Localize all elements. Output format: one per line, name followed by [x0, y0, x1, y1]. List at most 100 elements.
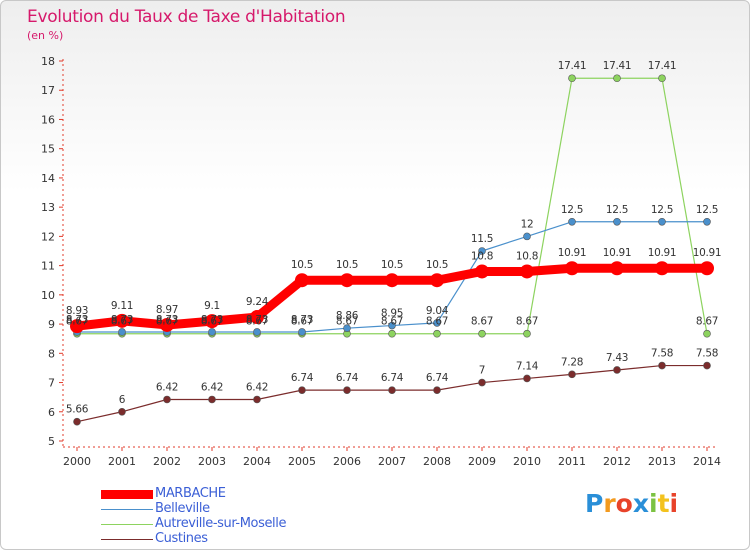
- data-point-custines-2005: [298, 386, 306, 394]
- data-label-autreville-2009: 8.67: [471, 316, 493, 328]
- data-point-autreville-2010: [523, 329, 531, 338]
- data-point-custines-2008: [433, 386, 441, 394]
- chart-title: Evolution du Taux de Taxe d'Habitation: [27, 7, 346, 27]
- data-point-belleville-2007: [388, 321, 396, 330]
- x-tick-label-2007: 2007: [378, 455, 406, 468]
- data-point-belleville-2004: [253, 328, 261, 336]
- x-tick-label-2006: 2006: [333, 455, 361, 468]
- data-point-marbache-2000: [70, 319, 84, 334]
- y-tick-label-14: 14: [41, 172, 55, 185]
- data-point-custines-2009: [478, 378, 486, 387]
- data-point-marbache-2010: [520, 264, 534, 279]
- data-label-custines-2010: 7.14: [516, 360, 539, 372]
- data-point-custines-2012: [613, 366, 621, 374]
- data-label-marbache-2011: 10.91: [558, 247, 587, 259]
- data-point-belleville-2012: [613, 217, 621, 226]
- data-label-autreville-2006: 8.67: [336, 316, 358, 328]
- y-tick-label-10: 10: [41, 289, 55, 302]
- legend-swatch-belleville: [101, 509, 153, 510]
- data-point-marbache-2004: [250, 310, 264, 325]
- x-tick-label-2009: 2009: [468, 455, 496, 468]
- data-point-belleville-2001: [118, 328, 126, 336]
- data-label-autreville-2011: 17.41: [558, 60, 587, 72]
- data-label-custines-2009: 7: [479, 365, 485, 377]
- data-point-belleville-2005: [298, 328, 306, 336]
- y-tick-label-6: 6: [48, 406, 55, 419]
- data-label-marbache-2006: 10.5: [336, 259, 358, 271]
- data-label-custines-2000: 5.66: [66, 404, 89, 416]
- y-tick-label-9: 9: [48, 318, 55, 331]
- data-label-belleville-2001: 8.73: [111, 314, 133, 326]
- data-label-custines-2004: 6.42: [246, 381, 268, 393]
- x-tick-label-2000: 2000: [63, 455, 91, 468]
- data-label-autreville-2012: 17.41: [603, 60, 632, 72]
- data-label-belleville-2004: 8.73: [246, 314, 268, 326]
- data-label-marbache-2005: 10.5: [291, 259, 313, 271]
- data-point-autreville-2007: [388, 329, 396, 338]
- data-point-marbache-2001: [115, 313, 129, 328]
- y-tick-label-11: 11: [41, 260, 55, 273]
- data-label-marbache-2000: 8.93: [66, 305, 88, 317]
- data-point-custines-2001: [118, 407, 126, 416]
- data-label-belleville-2003: 8.73: [201, 314, 223, 326]
- data-label-custines-2006: 6.74: [336, 372, 359, 384]
- data-point-autreville-2013: [658, 74, 666, 83]
- data-label-belleville-2013: 12.5: [651, 204, 673, 216]
- data-point-custines-2002: [163, 395, 171, 404]
- data-point-marbache-2006: [340, 273, 354, 288]
- legend-label-autreville: Autreville-sur-Moselle: [155, 516, 287, 531]
- data-label-marbache-2014: 10.91: [693, 247, 722, 259]
- chart-unit-label: (en %): [27, 29, 64, 42]
- data-point-belleville-2011: [568, 217, 576, 226]
- data-point-autreville-2012: [613, 74, 621, 83]
- x-tick-label-2001: 2001: [108, 455, 136, 468]
- data-point-custines-2014: [703, 361, 711, 370]
- data-point-marbache-2009: [475, 264, 489, 279]
- data-point-belleville-2008: [433, 319, 441, 327]
- x-tick-label-2004: 2004: [243, 455, 271, 468]
- data-label-belleville-2006: 8.86: [336, 310, 359, 322]
- y-tick-label-17: 17: [41, 84, 55, 97]
- legend-label-belleville: Belleville: [155, 501, 210, 516]
- data-label-custines-2002: 6.42: [156, 381, 178, 393]
- data-point-custines-2013: [658, 361, 666, 370]
- data-label-custines-2013: 7.58: [651, 348, 673, 360]
- data-label-belleville-2010: 12: [521, 218, 534, 230]
- legend-swatch-custines: [101, 539, 153, 540]
- data-label-marbache-2001: 9.11: [111, 300, 133, 312]
- data-label-custines-2001: 6: [119, 394, 126, 406]
- data-point-custines-2007: [388, 386, 396, 394]
- data-point-autreville-2008: [433, 329, 441, 338]
- data-point-autreville-2011: [568, 74, 576, 83]
- data-label-custines-2005: 6.74: [291, 372, 314, 384]
- data-label-marbache-2009: 10.8: [471, 250, 493, 262]
- data-point-custines-2010: [523, 374, 531, 383]
- data-label-belleville-2011: 12.5: [561, 204, 583, 216]
- data-label-autreville-2005: 8.67: [291, 316, 313, 328]
- data-label-custines-2008: 6.74: [426, 372, 449, 384]
- data-point-custines-2000: [73, 417, 81, 426]
- data-point-marbache-2005: [295, 273, 309, 288]
- x-tick-label-2013: 2013: [648, 455, 676, 468]
- data-label-autreville-2008: 8.67: [426, 316, 448, 328]
- data-point-marbache-2008: [430, 273, 444, 288]
- data-point-marbache-2014: [700, 261, 714, 276]
- legend-label-custines: Custines: [155, 531, 208, 546]
- x-tick-label-2014: 2014: [693, 455, 721, 468]
- x-tick-label-2002: 2002: [153, 455, 181, 468]
- data-label-belleville-2002: 8.73: [156, 314, 178, 326]
- data-point-belleville-2006: [343, 324, 351, 332]
- y-tick-label-18: 18: [41, 55, 55, 68]
- legend-swatch-autreville: [101, 524, 153, 525]
- y-tick-label-5: 5: [48, 435, 55, 448]
- data-point-marbache-2012: [610, 261, 624, 276]
- x-tick-label-2005: 2005: [288, 455, 316, 468]
- data-label-marbache-2007: 10.5: [381, 259, 403, 271]
- x-tick-label-2008: 2008: [423, 455, 451, 468]
- data-label-belleville-2009: 11.5: [471, 233, 493, 245]
- y-tick-label-12: 12: [41, 230, 55, 243]
- legend-label-marbache: MARBACHE: [155, 486, 226, 501]
- data-label-autreville-2014: 8.67: [696, 316, 718, 328]
